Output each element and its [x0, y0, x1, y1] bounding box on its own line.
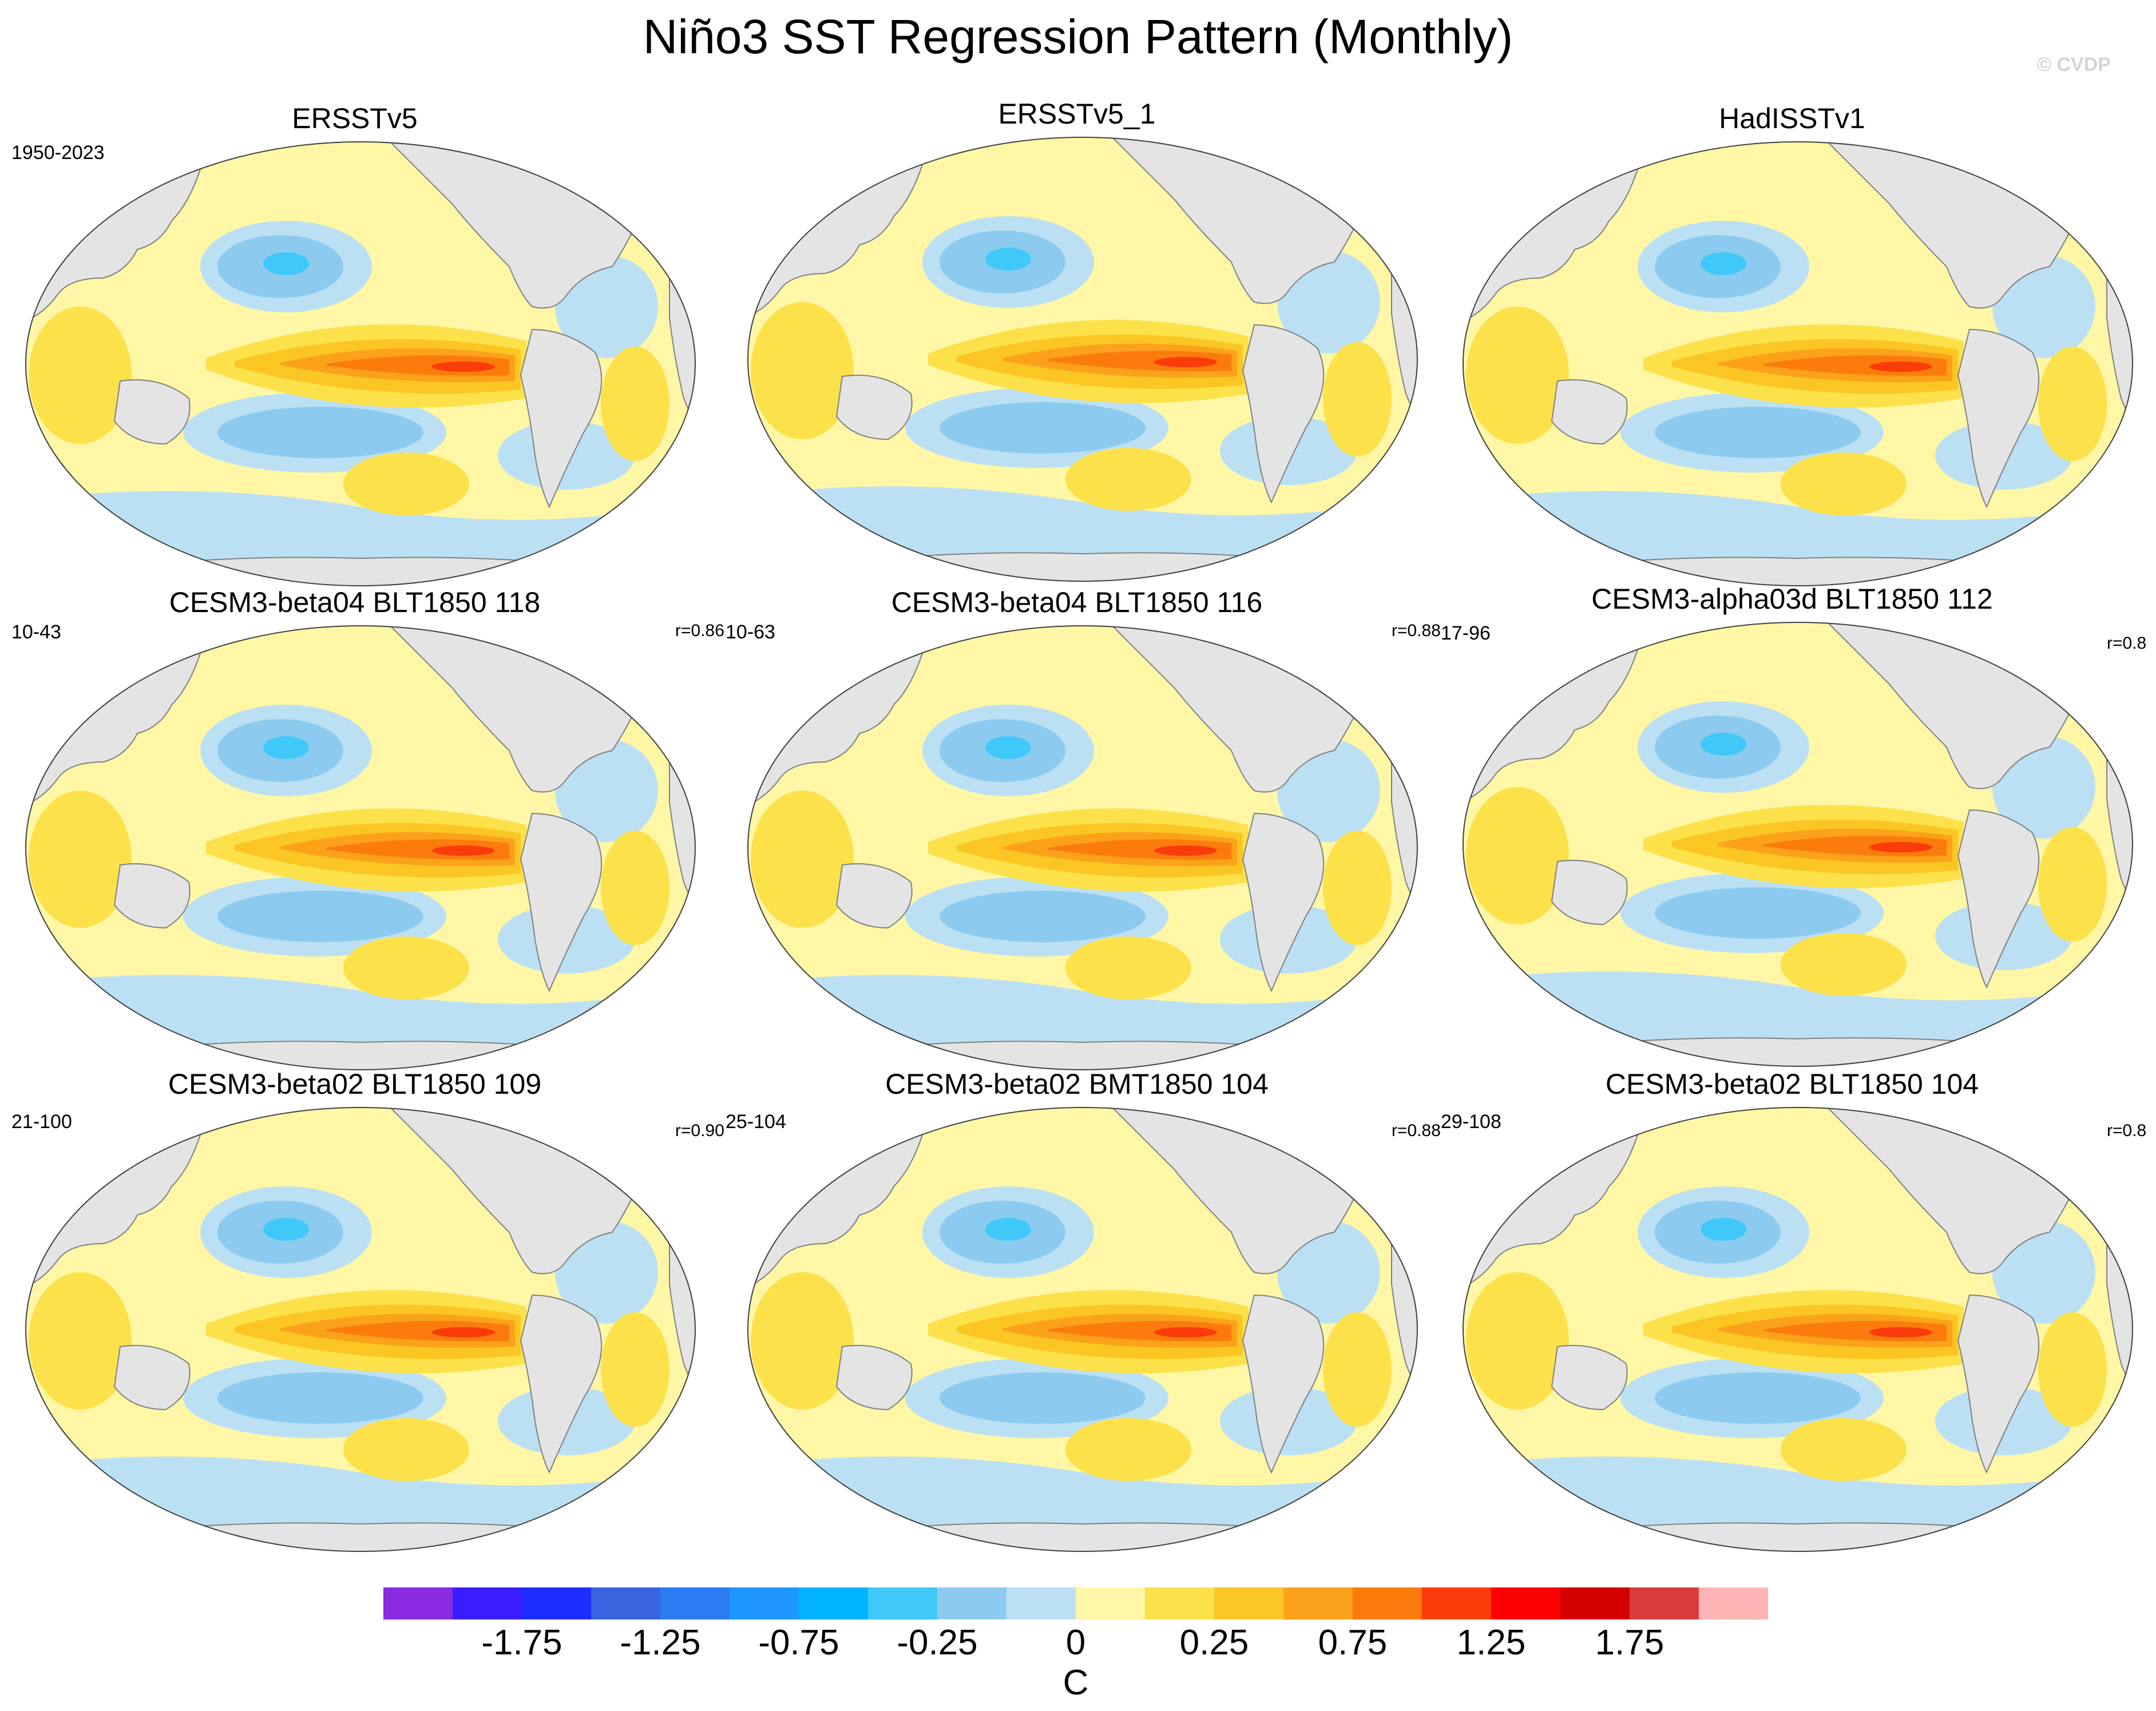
colorbar-swatch: [1422, 1587, 1491, 1619]
colorbar-swatch: [937, 1587, 1006, 1619]
colorbar-swatch: [1283, 1587, 1353, 1619]
panel-title: ERSSTv5: [292, 102, 418, 134]
colorbar-swatch: [522, 1587, 591, 1619]
colorbar-tick-label: 0.25: [1179, 1623, 1249, 1662]
watermark-text: © CVDP: [2037, 54, 2111, 76]
panel-title: ERSSTv5_1: [998, 98, 1156, 130]
map-panel-1: ERSSTv5 1950-2023: [0, 102, 710, 594]
colorbar-swatch: [591, 1587, 660, 1619]
colorbar-swatch: [1214, 1587, 1283, 1619]
map-panel-5: CESM3-beta04 BLT1850 116 10-63 r=0.88: [722, 586, 1441, 1078]
figure-title: Niño3 SST Regression Pattern (Monthly): [643, 10, 1513, 63]
correlation-label: r=0.86: [675, 621, 724, 640]
colorbar-swatch: [383, 1587, 453, 1619]
colorbar: [383, 1587, 1768, 1623]
period-label: 25-104: [726, 1111, 786, 1133]
correlation-label: r=0.90: [675, 1121, 724, 1140]
sst-map: [17, 619, 704, 1077]
colorbar-tick-label: -0.75: [758, 1623, 839, 1662]
colorbar-swatch: [1491, 1587, 1560, 1619]
colorbar-swatch: [453, 1587, 522, 1619]
sst-map: [1454, 135, 2141, 593]
map-panel-9: CESM3-beta02 BLT1850 104 29-108 r=0.8: [1437, 1067, 2147, 1559]
colorbar-swatch: [1145, 1587, 1214, 1619]
map-panel-8: CESM3-beta02 BMT1850 104 25-104 r=0.88: [722, 1067, 1441, 1559]
period-label: 17-96: [1441, 622, 1491, 644]
map-panel-6: CESM3-alpha03d BLT1850 112 17-96 r=0.8: [1437, 582, 2147, 1074]
sst-map: [1454, 1101, 2141, 1558]
colorbar-tick-label: -0.25: [897, 1623, 978, 1662]
panel-title: CESM3-beta04 BLT1850 118: [169, 586, 541, 618]
period-label: 29-108: [1441, 1111, 1501, 1133]
colorbar-swatch: [1630, 1587, 1699, 1619]
colorbar-swatch: [730, 1587, 799, 1619]
sst-map: [1454, 616, 2141, 1073]
panel-title: CESM3-beta02 BMT1850 104: [885, 1068, 1269, 1100]
colorbar-swatch: [1560, 1587, 1630, 1619]
sst-map: [17, 135, 704, 593]
sst-map: [739, 1101, 1426, 1558]
colorbar-tick-label: -1.25: [620, 1623, 701, 1662]
colorbar-tick-label: 1.25: [1456, 1623, 1526, 1662]
colorbar-tick-label: 0: [1065, 1623, 1086, 1662]
colorbar-tick-label: -1.75: [481, 1623, 562, 1662]
panel-title: CESM3-alpha03d BLT1850 112: [1591, 583, 1993, 615]
panel-title: HadISSTv1: [1719, 102, 1865, 134]
sst-map: [17, 1101, 704, 1558]
colorbar-swatch: [799, 1587, 868, 1619]
colorbar-swatch: [1006, 1587, 1076, 1619]
colorbar-swatch: [660, 1587, 730, 1619]
colorbar-swatch: [1699, 1587, 1768, 1619]
map-panel-2: ERSSTv5_1: [722, 97, 1432, 589]
panel-title: CESM3-beta04 BLT1850 116: [891, 586, 1263, 618]
colorbar-swatch: [1353, 1587, 1422, 1619]
period-label: 21-100: [11, 1111, 72, 1133]
colorbar-tick-label: 0.75: [1318, 1623, 1388, 1662]
colorbar-tick-label: 1.75: [1595, 1623, 1664, 1662]
colorbar-swatch: [1076, 1587, 1145, 1619]
colorbar-unit: C: [1063, 1663, 1089, 1702]
colorbar-swatch: [868, 1587, 937, 1619]
panel-title: CESM3-beta02 BLT1850 109: [168, 1068, 542, 1100]
period-label: 10-63: [726, 621, 775, 643]
map-panel-4: CESM3-beta04 BLT1850 118 10-43 r=0.86: [0, 586, 724, 1078]
correlation-label: r=0.8: [2107, 1121, 2147, 1140]
panel-title: CESM3-beta02 BLT1850 104: [1605, 1068, 1979, 1100]
sst-map: [739, 130, 1426, 588]
correlation-label: r=0.8: [2107, 634, 2147, 653]
correlation-label: r=0.88: [1392, 621, 1441, 640]
period-label: 10-43: [11, 621, 61, 643]
map-panel-3: HadISSTv1: [1437, 102, 2147, 594]
sst-map: [739, 619, 1426, 1077]
correlation-label: r=0.88: [1392, 1121, 1441, 1140]
map-panel-7: CESM3-beta02 BLT1850 109 21-100 r=0.90: [0, 1067, 724, 1559]
period-label: 1950-2023: [11, 142, 105, 164]
